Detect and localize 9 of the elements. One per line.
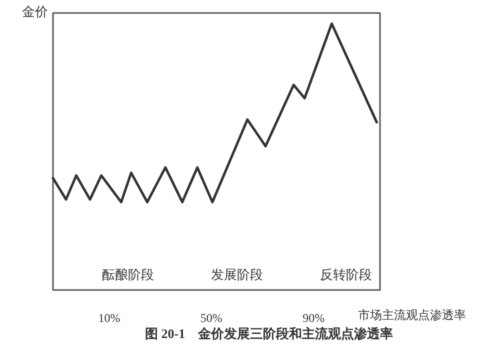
- x-axis-title: 市场主流观点渗透率: [358, 308, 466, 322]
- x-tick-label: 50%: [200, 311, 222, 325]
- y-axis-title: 金价: [22, 4, 48, 19]
- annotation: 酝酿阶段: [102, 267, 154, 282]
- text: 图 20-1 金价发展三阶段和主流观点渗透率: [145, 326, 394, 341]
- annotation: 反转阶段: [320, 267, 372, 282]
- annotation: 发展阶段: [211, 267, 263, 282]
- x-tick-label: 90%: [302, 311, 325, 325]
- x-tick-label: 10%: [98, 311, 120, 325]
